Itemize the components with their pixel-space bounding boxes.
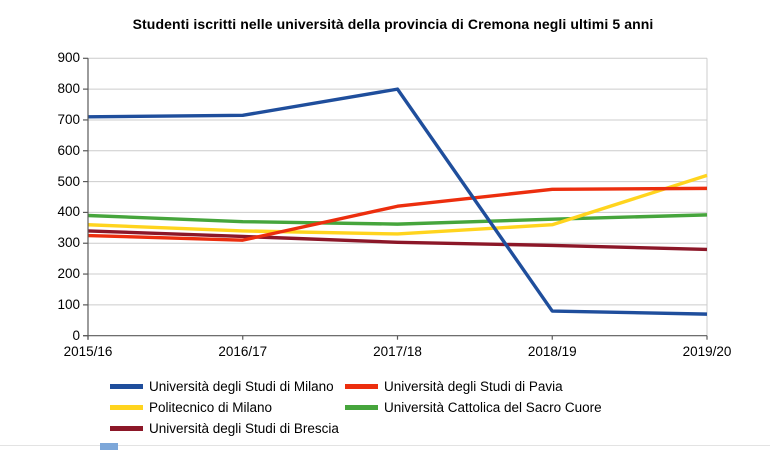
- selection-handle-icon: [100, 443, 118, 450]
- legend-label: Università degli Studi di Pavia: [384, 379, 563, 394]
- legend-item-universit-degli-studi-di-brescia: Università degli Studi di Brescia: [110, 421, 345, 436]
- y-tick-label: 400: [57, 204, 80, 220]
- x-tick-label: 2017/18: [373, 343, 422, 359]
- y-tick-label: 500: [57, 173, 80, 189]
- x-tick-label: 2019/20: [682, 343, 732, 359]
- legend-item-politecnico-di-milano: Politecnico di Milano: [110, 400, 345, 415]
- legend: Università degli Studi di Milano Universi…: [110, 376, 602, 439]
- legend-item-universit-cattolica-del-sacro-cuore: Università Cattolica del Sacro Cuore: [345, 400, 602, 415]
- series-line-universit-degli-studi-di-pavia: [87, 186, 708, 242]
- series-line-universit-degli-studi-di-milano: [87, 87, 708, 316]
- chart-title: Studenti iscritti nelle università della…: [132, 16, 654, 32]
- x-tick-label: 2015/16: [63, 343, 113, 359]
- y-tick-label: 700: [57, 111, 80, 127]
- legend-swatch-icon: [345, 405, 378, 410]
- x-tick-label: 2018/19: [527, 343, 577, 359]
- y-tick-label: 300: [57, 235, 80, 251]
- y-tick-label: 100: [57, 296, 80, 312]
- y-tick-label: 600: [57, 142, 80, 158]
- legend-swatch-icon: [110, 405, 143, 410]
- legend-swatch-icon: [110, 426, 143, 431]
- legend-label: Università degli Studi di Milano: [149, 379, 334, 394]
- y-tick-label: 0: [72, 327, 80, 343]
- legend-item-universit-degli-studi-di-milano: Università degli Studi di Milano: [110, 379, 345, 394]
- legend-swatch-icon: [345, 384, 378, 389]
- series-line-universit-degli-studi-di-brescia: [87, 229, 708, 252]
- legend-swatch-icon: [110, 384, 143, 389]
- y-tick-label: 800: [57, 81, 80, 97]
- bottom-rule: [0, 445, 770, 446]
- legend-label: Università Cattolica del Sacro Cuore: [384, 400, 602, 415]
- series-line-universit-cattolica-del-sacro-cuore: [87, 213, 708, 226]
- y-tick-label: 900: [57, 50, 80, 66]
- legend-item-universit-degli-studi-di-pavia: Università degli Studi di Pavia: [345, 379, 602, 394]
- series-line-politecnico-di-milano: [87, 173, 708, 236]
- y-tick-label: 200: [57, 266, 80, 282]
- x-tick-label: 2016/17: [218, 343, 268, 359]
- legend-label: Università degli Studi di Brescia: [149, 421, 339, 436]
- legend-label: Politecnico di Milano: [149, 400, 273, 415]
